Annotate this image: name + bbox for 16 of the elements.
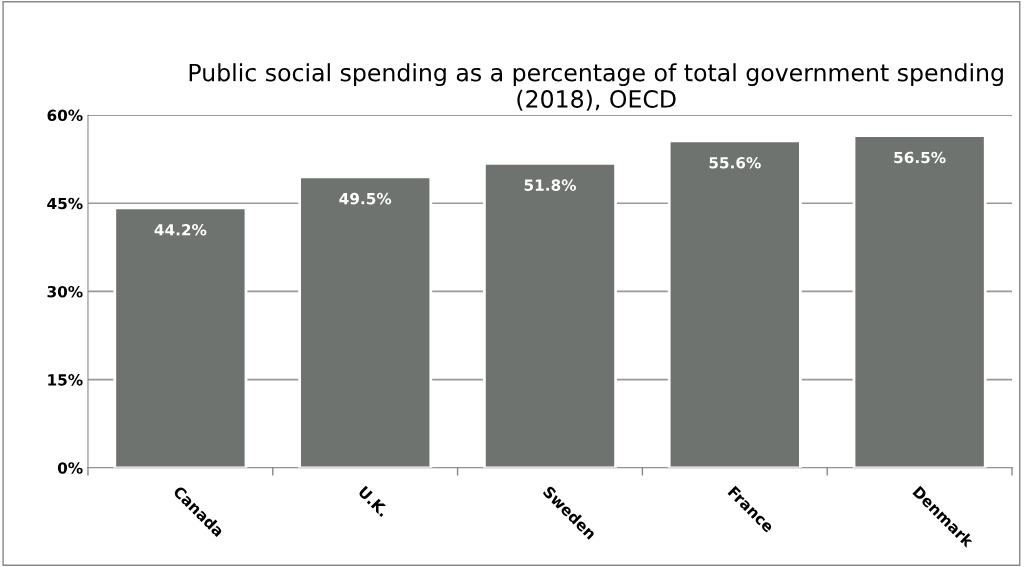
y-tick-label: 30% xyxy=(47,285,83,298)
data-label: 44.2% xyxy=(154,224,207,236)
bar xyxy=(113,206,248,468)
bar xyxy=(667,139,802,468)
bar xyxy=(483,161,617,468)
data-label: 51.8% xyxy=(524,179,577,191)
data-label: 56.5% xyxy=(894,151,946,164)
chart-title: Public social spending as a percentage of total government spending (2018), OECD xyxy=(189,63,1003,111)
y-tick-label: 0% xyxy=(57,462,83,474)
y-tick-label: 60% xyxy=(47,109,83,122)
data-label: 55.6% xyxy=(709,157,761,169)
data-label: 49.5% xyxy=(339,192,392,205)
y-tick-label: 45% xyxy=(47,197,83,210)
bar xyxy=(852,134,987,468)
y-tick-label: 15% xyxy=(48,374,83,386)
bar xyxy=(298,175,433,468)
